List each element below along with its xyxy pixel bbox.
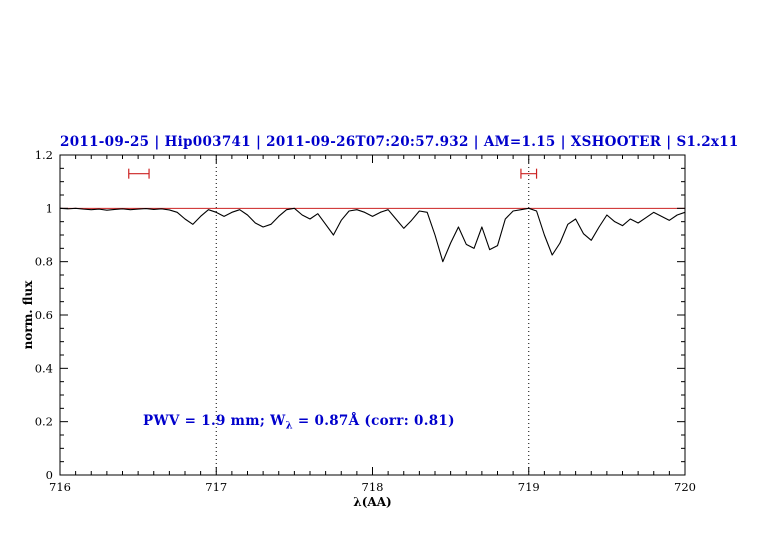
spectrum-line [59, 207, 686, 263]
annotation-prefix: PWV = 1.9 mm; W [143, 413, 286, 429]
pwv-annotation: PWV = 1.9 mm; Wλ = 0.87Å (corr: 0.81) [143, 413, 455, 432]
x-tick-label: 717 [205, 480, 227, 494]
x-tick-label: 719 [518, 480, 540, 494]
x-axis-label: λ(AA) [353, 495, 392, 509]
y-tick-label: 0.4 [35, 361, 53, 375]
y-tick-label: 0.2 [35, 415, 53, 429]
y-tick-label: 1 [46, 201, 53, 215]
annotation-lambda-sub: λ [285, 420, 293, 432]
y-tick-label: 0 [46, 468, 53, 482]
y-axis-label: norm. flux [21, 280, 35, 350]
plot-title: 2011-09-25 | Hip003741 | 2011-09-26T07:2… [60, 134, 739, 150]
y-tick-label: 0.6 [35, 308, 53, 322]
annotation-suffix: = 0.87Å (corr: 0.81) [292, 413, 455, 429]
y-tick-label: 1.2 [35, 148, 53, 162]
x-tick-label: 720 [674, 480, 696, 494]
y-tick-label: 0.8 [35, 255, 53, 269]
x-tick-label: 716 [49, 480, 71, 494]
x-tick-label: 718 [362, 480, 384, 494]
